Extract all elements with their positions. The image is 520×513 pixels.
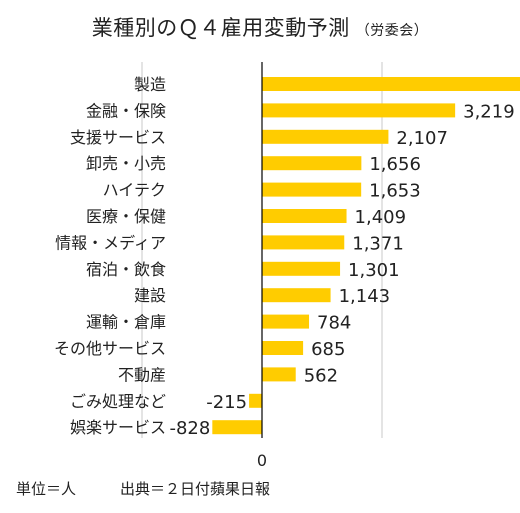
data-label: 1,409 — [355, 207, 407, 228]
category-label: 支援サービス — [70, 128, 166, 147]
category-label: 宿泊・飲食 — [86, 260, 166, 279]
bar — [262, 261, 341, 276]
chart-title: 業種別のＱ４雇用変動予測 （労委会） — [0, 12, 520, 42]
data-label: -828 — [169, 418, 210, 439]
bar — [262, 367, 296, 382]
category-label: 運輸・倉庫 — [86, 313, 166, 332]
bar — [262, 129, 389, 144]
bar — [212, 420, 262, 435]
chart-subtitle: （労委会） — [355, 23, 429, 39]
x-tick-label: 0 — [257, 451, 267, 470]
bar — [262, 288, 331, 303]
category-label: 不動産 — [118, 365, 166, 384]
data-label: 1,371 — [352, 233, 404, 254]
category-label: 金融・保険 — [86, 101, 166, 120]
data-label: 685 — [311, 339, 345, 360]
category-label: ハイテク — [103, 181, 166, 200]
category-label: 建設 — [134, 286, 166, 305]
bar — [262, 314, 310, 329]
data-label: 1,653 — [369, 181, 421, 202]
category-label: 製造 — [134, 75, 166, 94]
data-label: 1,143 — [339, 286, 391, 307]
category-label: その他サービス — [54, 339, 166, 358]
category-label: 娯楽サービス — [70, 418, 166, 437]
data-label: 3,219 — [463, 101, 515, 122]
chart-footer: 単位＝人 出典＝２日付蘋果日報 — [16, 478, 270, 499]
category-label: ごみ処理など — [70, 392, 166, 411]
data-label: 1,656 — [369, 154, 421, 175]
bar — [262, 182, 362, 197]
unit-note: 単位＝人 — [16, 480, 77, 498]
data-label: 784 — [317, 313, 351, 334]
bar — [262, 235, 345, 250]
category-label: 卸売・小売 — [86, 154, 166, 173]
bar — [262, 341, 304, 355]
data-label: 1,301 — [348, 260, 400, 281]
data-label: 2,107 — [396, 128, 448, 149]
category-label: 医療・保健 — [86, 207, 166, 226]
source-note: 出典＝２日付蘋果日報 — [120, 480, 271, 498]
chart-title-main: 業種別のＱ４雇用変動予測 — [91, 16, 350, 40]
bar — [249, 393, 262, 408]
data-label: -215 — [206, 392, 247, 413]
bar — [262, 209, 347, 223]
bar — [262, 156, 362, 171]
bar — [262, 77, 520, 91]
bar — [262, 103, 456, 118]
category-label: 情報・メディア — [55, 233, 166, 252]
data-label: 562 — [304, 365, 338, 386]
